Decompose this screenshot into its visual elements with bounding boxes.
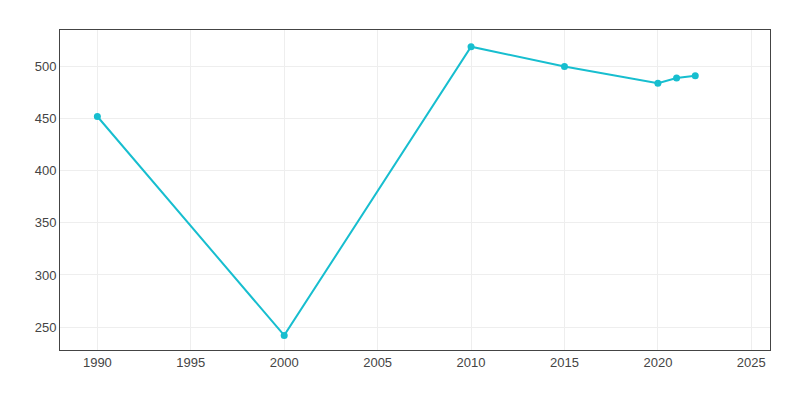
svg-text:250: 250 bbox=[35, 320, 57, 335]
svg-text:500: 500 bbox=[35, 59, 57, 74]
svg-text:2025: 2025 bbox=[737, 355, 766, 370]
svg-text:2005: 2005 bbox=[363, 355, 392, 370]
svg-text:450: 450 bbox=[35, 111, 57, 126]
svg-text:2010: 2010 bbox=[457, 355, 486, 370]
svg-text:2015: 2015 bbox=[550, 355, 579, 370]
svg-text:1995: 1995 bbox=[176, 355, 205, 370]
svg-text:1990: 1990 bbox=[83, 355, 112, 370]
svg-text:300: 300 bbox=[35, 268, 57, 283]
svg-text:2000: 2000 bbox=[270, 355, 299, 370]
svg-text:2020: 2020 bbox=[643, 355, 672, 370]
svg-text:400: 400 bbox=[35, 163, 57, 178]
svg-text:350: 350 bbox=[35, 215, 57, 230]
